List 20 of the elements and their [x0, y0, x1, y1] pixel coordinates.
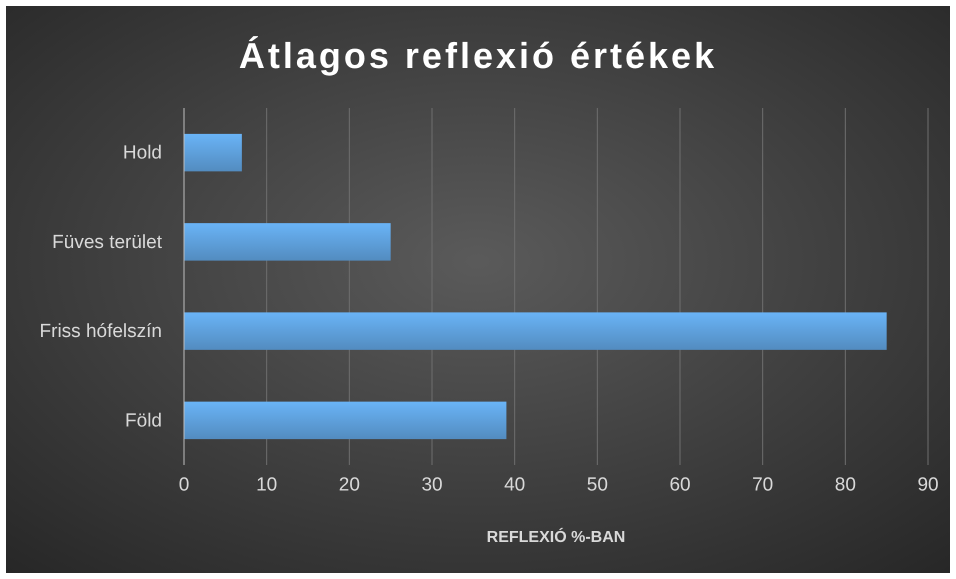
x-tick-label: 0: [178, 474, 190, 496]
y-tick-label: Föld: [125, 410, 162, 432]
x-tick-label: 30: [421, 474, 443, 496]
x-tick-label: 90: [917, 474, 939, 496]
bar: [184, 312, 887, 350]
bar: [184, 223, 391, 261]
x-tick-label: 40: [504, 474, 526, 496]
x-tick-label: 80: [834, 474, 856, 496]
x-tick-label: 60: [669, 474, 691, 496]
y-tick-label: Hold: [122, 142, 162, 164]
x-tick-label: 50: [586, 474, 608, 496]
y-tick-label: Friss hófelszín: [40, 321, 162, 342]
bar: [184, 402, 506, 440]
chart-title: Átlagos reflexió értékek: [238, 35, 718, 76]
bar: [184, 134, 242, 172]
x-tick-label: 20: [338, 474, 360, 496]
x-tick-label: 10: [256, 474, 278, 496]
y-tick-label: Füves terület: [52, 232, 163, 253]
x-tick-label: 70: [752, 474, 774, 496]
x-axis-title: REFLEXIÓ %-BAN: [486, 527, 626, 546]
